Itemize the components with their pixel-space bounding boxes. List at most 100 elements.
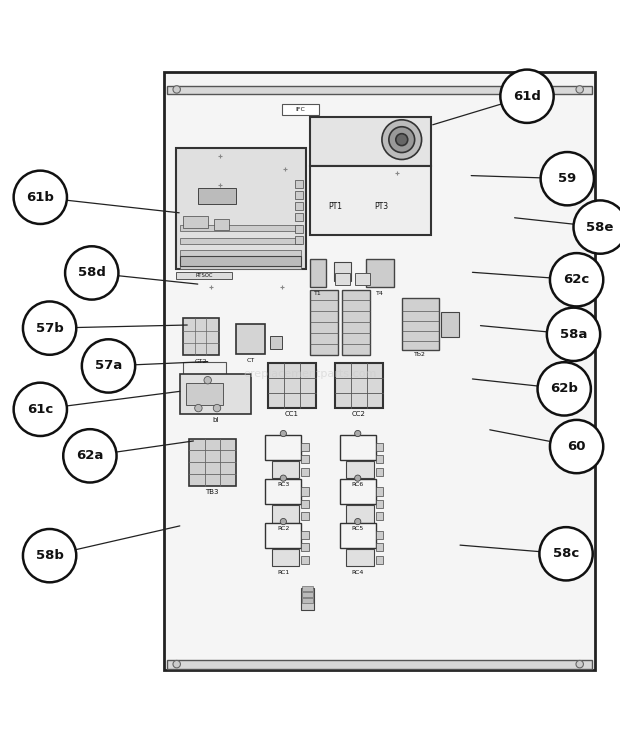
Bar xyxy=(295,213,303,221)
Text: PT1: PT1 xyxy=(328,202,342,211)
Circle shape xyxy=(382,120,422,159)
Text: T4: T4 xyxy=(376,291,383,296)
Text: 62b: 62b xyxy=(551,382,578,396)
Bar xyxy=(295,180,303,188)
Text: T1: T1 xyxy=(314,291,321,296)
Bar xyxy=(214,219,229,230)
Bar xyxy=(301,488,309,495)
Circle shape xyxy=(23,301,76,355)
Bar xyxy=(301,543,309,551)
Bar xyxy=(272,461,299,478)
Circle shape xyxy=(355,430,361,437)
Text: CC2: CC2 xyxy=(352,411,366,417)
Bar xyxy=(402,298,439,351)
Circle shape xyxy=(195,405,202,412)
Circle shape xyxy=(173,660,180,668)
Text: 57a: 57a xyxy=(95,360,122,373)
Bar xyxy=(335,364,383,408)
Circle shape xyxy=(280,430,286,437)
Text: RTSOC: RTSOC xyxy=(195,273,213,278)
Bar xyxy=(295,236,303,244)
Bar xyxy=(376,500,383,508)
Bar xyxy=(342,290,370,355)
Text: RC1: RC1 xyxy=(277,570,290,575)
Bar xyxy=(295,224,303,233)
Circle shape xyxy=(63,429,117,482)
Text: 61c: 61c xyxy=(27,403,53,416)
Bar xyxy=(302,592,313,597)
Text: 58a: 58a xyxy=(560,328,587,341)
Text: RC5: RC5 xyxy=(352,527,364,532)
Bar xyxy=(198,188,236,203)
Bar xyxy=(310,166,431,235)
Circle shape xyxy=(550,420,603,473)
Bar xyxy=(376,443,383,451)
Text: RC2: RC2 xyxy=(277,527,290,532)
Bar xyxy=(310,117,431,166)
Bar xyxy=(183,361,226,380)
Bar xyxy=(176,272,232,279)
Bar xyxy=(272,506,299,523)
Text: CT: CT xyxy=(246,358,255,363)
Text: 61d: 61d xyxy=(513,90,541,102)
Bar xyxy=(301,443,309,451)
Bar xyxy=(282,104,319,115)
Circle shape xyxy=(65,246,118,300)
Bar xyxy=(268,364,316,408)
Text: IFC: IFC xyxy=(296,108,306,112)
Bar xyxy=(183,216,208,228)
Bar xyxy=(301,588,314,610)
Bar xyxy=(335,273,350,285)
Circle shape xyxy=(213,405,221,412)
Bar xyxy=(180,238,301,244)
Text: GT2: GT2 xyxy=(195,359,207,364)
Bar xyxy=(301,556,309,564)
Bar xyxy=(346,461,374,478)
Bar xyxy=(180,263,301,269)
Bar xyxy=(265,435,301,459)
Text: RC6: RC6 xyxy=(352,482,364,487)
Circle shape xyxy=(14,383,67,436)
Bar xyxy=(302,598,313,604)
Circle shape xyxy=(355,475,361,481)
Bar xyxy=(186,383,223,405)
Bar xyxy=(180,374,251,414)
Bar xyxy=(180,257,301,266)
Bar xyxy=(164,72,595,670)
Text: 58e: 58e xyxy=(587,221,614,233)
Text: RC3: RC3 xyxy=(277,482,290,487)
Circle shape xyxy=(82,340,135,393)
Circle shape xyxy=(500,70,554,123)
Bar xyxy=(183,318,219,355)
Circle shape xyxy=(355,518,361,524)
Bar xyxy=(346,506,374,523)
Bar xyxy=(180,250,301,257)
Bar xyxy=(376,556,383,564)
Bar xyxy=(270,336,282,349)
Text: CC1: CC1 xyxy=(285,411,299,417)
Circle shape xyxy=(547,307,600,361)
Bar xyxy=(340,479,376,504)
Circle shape xyxy=(204,376,211,384)
Bar xyxy=(334,263,351,281)
Text: 62c: 62c xyxy=(564,273,590,286)
Text: 62a: 62a xyxy=(76,450,104,462)
Bar xyxy=(295,191,303,199)
Bar xyxy=(272,549,299,566)
Bar xyxy=(310,290,338,355)
Text: PT3: PT3 xyxy=(374,202,388,211)
Text: ereplacementparts.com: ereplacementparts.com xyxy=(243,369,377,379)
Text: RC4: RC4 xyxy=(352,570,364,575)
Bar xyxy=(346,549,374,566)
Bar xyxy=(366,260,394,287)
Text: Tb2: Tb2 xyxy=(414,352,427,358)
Bar xyxy=(301,512,309,521)
Bar xyxy=(301,468,309,476)
Bar xyxy=(189,439,236,485)
Bar xyxy=(376,468,383,476)
Bar xyxy=(167,660,592,669)
Circle shape xyxy=(396,134,408,146)
Bar xyxy=(302,586,313,591)
Bar xyxy=(376,543,383,551)
Text: 61b: 61b xyxy=(27,191,54,203)
